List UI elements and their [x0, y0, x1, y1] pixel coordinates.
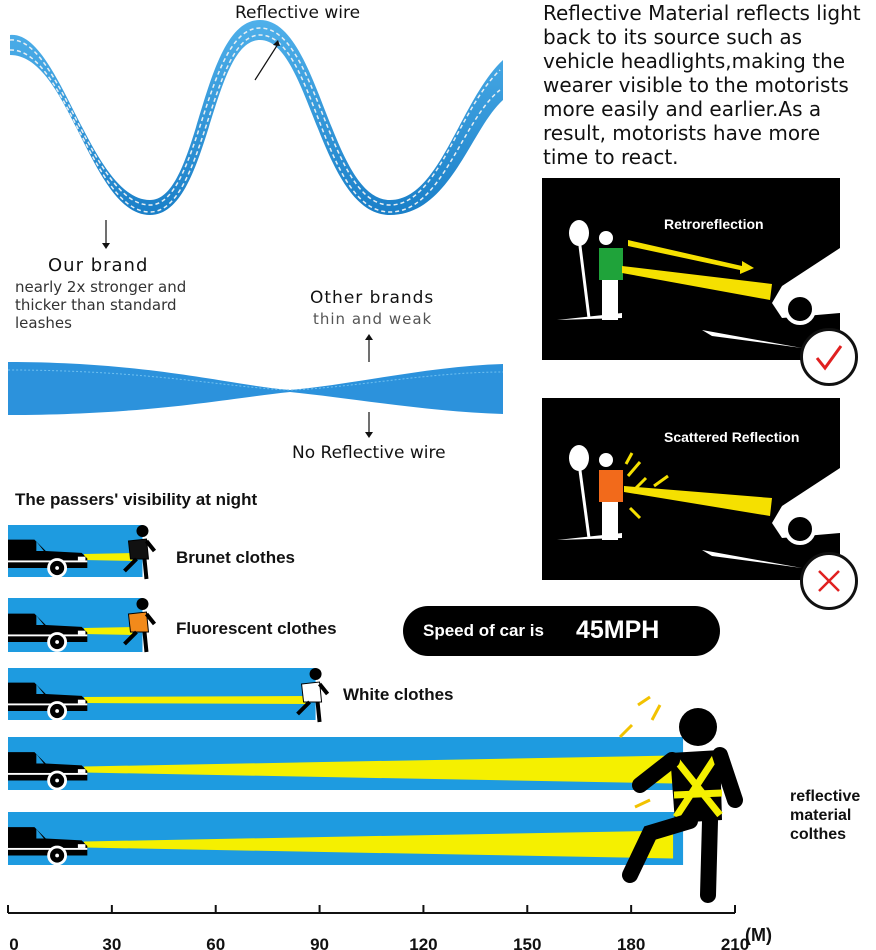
- other-brand-strap: [7, 362, 504, 415]
- scattered-reflection-illustration: [557, 445, 840, 568]
- no-reflective-label: No Reflective wire: [292, 443, 446, 463]
- other-brands-description: thin and weak: [313, 310, 433, 328]
- axis-tick-label: 150: [513, 935, 542, 950]
- reflective-runner-icon: [618, 695, 743, 903]
- our-brand-strap: [9, 20, 503, 215]
- pedestrian-icon: [123, 598, 157, 653]
- axis-tick-label: 210: [720, 935, 750, 950]
- reflection-arrow: [637, 695, 651, 707]
- speed-label: Speed of car is: [423, 621, 544, 640]
- reflective-description: Reflective Material reflects light back …: [543, 1, 861, 169]
- visibility-row: [8, 812, 684, 865]
- headlight-beam: [84, 627, 133, 635]
- cross-icon: [818, 570, 840, 592]
- panel-title: Scattered Reflection: [664, 429, 800, 445]
- axis-tick-label: 30: [102, 935, 122, 950]
- axis-unit: (M): [745, 925, 772, 945]
- pedestrian-icon: [123, 525, 157, 580]
- visibility-row: [8, 737, 684, 790]
- axis-tick-label: 60: [206, 935, 226, 950]
- axis-tick-label: 90: [310, 935, 330, 950]
- scattered-reflection-panel: Scattered Reflection: [542, 398, 840, 580]
- x-axis: [7, 905, 736, 914]
- speed-pill: Speed of car is 45MPH: [403, 606, 720, 656]
- axis-tick-label: 0: [9, 935, 19, 950]
- other-brands-title: Other brands: [310, 288, 435, 308]
- vest-green: [599, 248, 623, 280]
- visibility-row: [8, 525, 157, 580]
- speed-value: 45MPH: [576, 616, 660, 644]
- row-label-fluorescent: Fluorescent clothes: [176, 619, 337, 638]
- visibility-title: The passers' visibility at night: [15, 490, 258, 509]
- our-brand-title: Our brand: [48, 255, 149, 276]
- pedestrian-icon: [296, 668, 330, 723]
- visibility-row: [8, 668, 330, 723]
- axis-tick-label: 120: [409, 935, 438, 950]
- check-icon: [815, 345, 843, 371]
- reflective-wire-label: Reflective wire: [235, 3, 361, 23]
- reflection-arrow: [618, 723, 634, 739]
- vest-orange: [599, 470, 623, 502]
- headlight-beam: [84, 553, 133, 561]
- check-badge: [800, 328, 858, 386]
- strap-illustration: [7, 20, 504, 438]
- retroreflection-illustration: [557, 220, 840, 348]
- cross-badge: [800, 552, 858, 610]
- row-label-reflective: reflective material colthes: [790, 788, 861, 843]
- row-label-brunet: Brunet clothes: [176, 548, 296, 567]
- headlight-beam: [84, 696, 306, 704]
- scatter-arrows: [624, 452, 669, 520]
- axis-tick-label: 180: [616, 935, 646, 950]
- headlight-beam: [84, 830, 674, 859]
- our-brand-description: nearly 2x stronger and thicker than stan…: [15, 278, 187, 332]
- row-label-white: White clothes: [343, 685, 454, 704]
- panel-title: Retroreflection: [664, 216, 764, 232]
- visibility-row: [8, 598, 157, 653]
- reflective-wire-arrow: [254, 43, 279, 81]
- retroreflection-panel: Retroreflection: [542, 178, 840, 360]
- headlight-beam: [84, 755, 674, 784]
- reflection-arrow: [650, 704, 662, 721]
- reflection-arrow: [634, 798, 651, 809]
